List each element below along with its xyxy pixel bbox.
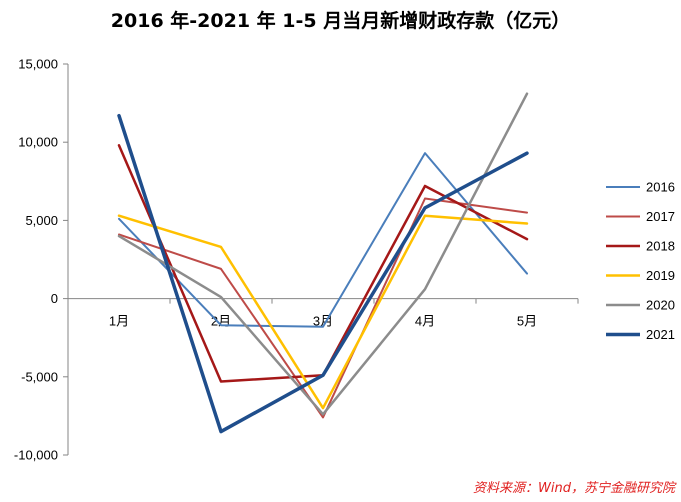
y-tick-label: 15,000 [18,57,58,72]
legend-label-2016: 2016 [646,180,675,195]
y-tick-label: 10,000 [18,135,58,150]
series-line-2020 [117,92,529,416]
x-tick-label: 1月 [109,314,129,329]
y-tick-label: -10,000 [14,448,58,463]
legend-label-2019: 2019 [646,268,675,283]
legend-label-2018: 2018 [646,239,675,254]
legend-label-2021: 2021 [646,327,675,342]
y-tick-label: 0 [51,291,58,306]
x-tick-label: 5月 [517,314,537,329]
legend-label-2020: 2020 [646,298,675,313]
series-line-2021 [117,113,529,434]
series-line-2019 [117,214,529,410]
series-line-2016 [118,152,528,328]
y-tick-label: -5,000 [21,369,58,384]
y-tick-label: 5,000 [25,213,58,228]
chart-title: 2016 年-2021 年 1-5 月当月新增财政存款（亿元） [110,10,571,32]
source-note: 资料来源：Wind，苏宁金融研究院 [473,481,675,496]
legend-label-2017: 2017 [646,209,675,224]
x-tick-label: 2月 [211,314,231,329]
x-tick-label: 4月 [415,314,435,329]
series-line-2018 [117,144,529,383]
